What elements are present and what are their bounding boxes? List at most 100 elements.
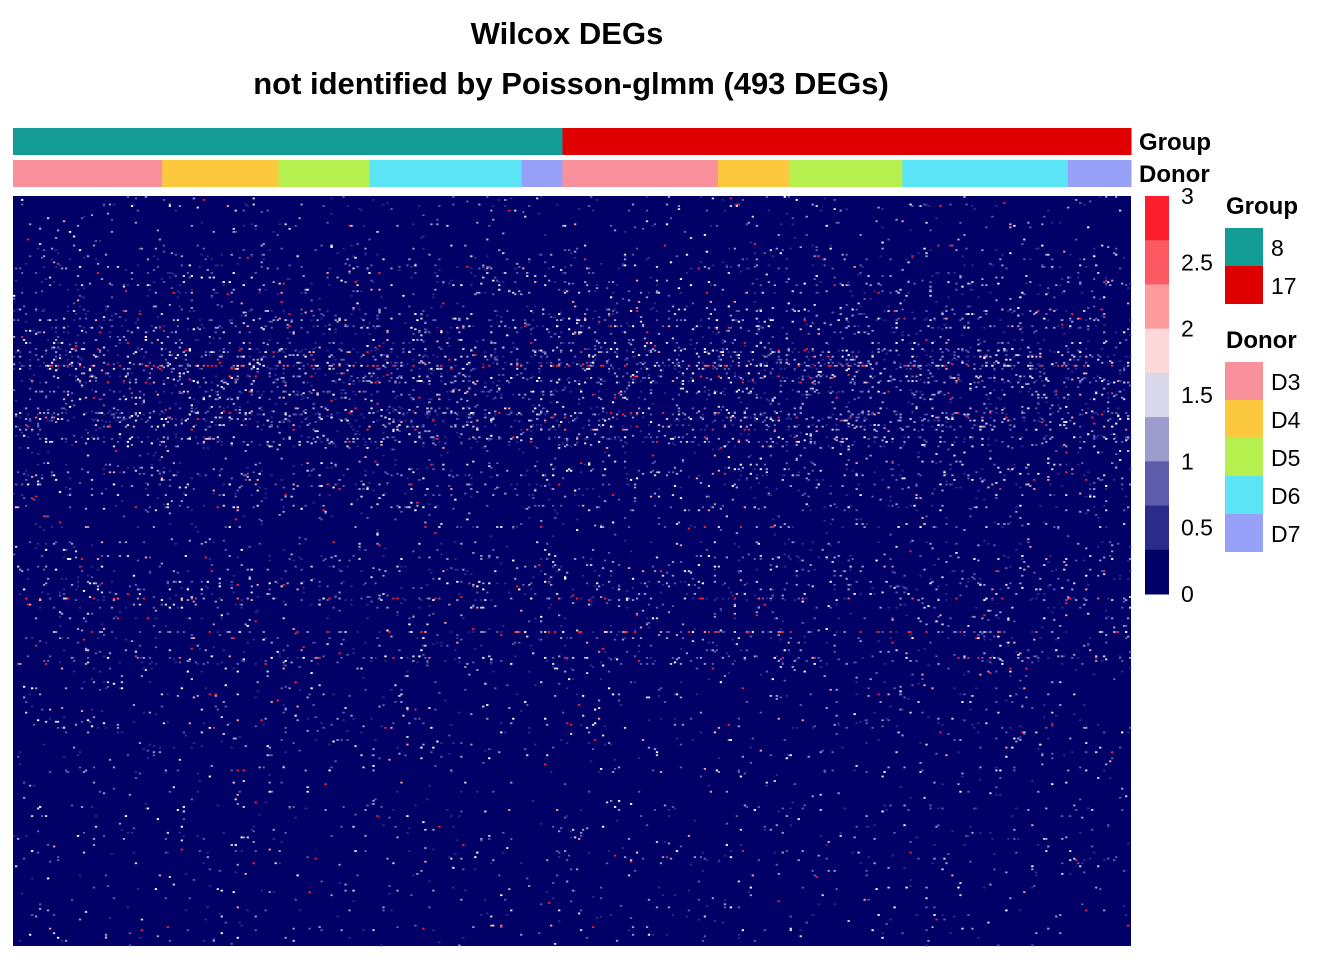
heatmap-cell [150,442,154,445]
heatmap-cell [54,421,58,423]
heatmap-cell [965,349,968,352]
heatmap-cell [755,393,758,396]
heatmap-cell [218,424,221,427]
heatmap-cell [318,346,321,349]
heatmap-cell [148,377,152,379]
heatmap-cell [1085,372,1088,375]
heatmap-cell [983,425,986,428]
heatmap-cell [947,272,950,274]
heatmap-cell [903,440,906,443]
heatmap-cell [210,364,213,367]
heatmap-cell [615,375,619,378]
heatmap-cell [294,224,297,227]
heatmap-cell [54,331,58,334]
heatmap-cell [112,413,116,416]
heatmap-cell [72,404,76,407]
heatmap-cell [530,440,533,443]
heatmap-cell [208,407,211,410]
heatmap-cell [218,416,221,419]
heatmap-cell [80,384,84,387]
heatmap-cell [352,440,355,443]
heatmap-cell [68,405,72,408]
heatmap-cell [803,349,806,352]
heatmap-cell [1029,226,1032,229]
heatmap-cell [1065,421,1068,423]
heatmap-cell [310,442,313,445]
heatmap-cell [64,440,68,443]
heatmap-cell [402,412,405,414]
heatmap-cell [176,445,180,448]
heatmap-cell [703,386,707,388]
heatmap-cell [937,364,940,367]
heatmap-cell [721,354,725,357]
heatmap-cell [82,348,86,350]
heatmap-cell [1021,405,1024,408]
heatmap-cell [506,334,509,337]
heatmap-cell [745,416,748,419]
heatmap-cell [452,390,455,393]
heatmap-cell [757,329,760,332]
heatmap-cell [556,401,559,404]
heatmap-cell [835,221,838,224]
heatmap-cell [1033,331,1036,334]
heatmap-cell [617,367,621,370]
heatmap-cell [296,361,299,364]
heatmap-cell [1129,282,1132,285]
heatmap-cell [949,375,952,378]
heatmap-cell [100,326,104,329]
heatmap-cell [344,325,347,328]
heatmap-cell [1053,326,1056,329]
heatmap-cell [174,436,178,439]
heatmap-cell [845,326,848,329]
heatmap-cell [248,361,251,364]
heatmap-cell [933,380,936,382]
heatmap-cell [751,351,754,353]
heatmap-cell [490,340,493,343]
heatmap-cell [248,342,251,344]
heatmap-cell [793,348,796,350]
heatmap-cell [330,364,333,367]
heatmap-cell [472,412,475,414]
heatmap-cell [188,276,191,279]
heatmap-cell [727,440,731,443]
heatmap-cell [623,364,627,367]
heatmap-cell [841,440,844,443]
heatmap-cell [84,412,88,414]
heatmap-cell [607,437,611,440]
heatmap-cell [306,462,309,465]
heatmap-cell [260,211,263,214]
heatmap-cell [745,439,748,442]
heatmap-cell [496,361,499,364]
heatmap-cell [919,416,922,419]
heatmap-cell [935,300,938,303]
heatmap-cell [482,366,485,369]
heatmap-cell [354,433,357,436]
heatmap-cell [989,410,992,413]
heatmap-cell [434,272,437,274]
heatmap-cell [434,443,437,446]
heatmap-cell [935,428,938,431]
heatmap-cell [370,288,373,291]
heatmap-cell [897,354,900,357]
heatmap-cell [969,346,972,349]
heatmap-cell [1075,238,1078,241]
heatmap-cell [384,307,387,309]
heatmap-cell [358,425,361,428]
heatmap-cell [322,332,325,335]
heatmap-cell [715,390,719,393]
heatmap-cell [747,380,750,382]
heatmap-cell [13,389,16,392]
heatmap-cell [1035,390,1038,393]
heatmap-cell [1119,360,1122,363]
heatmap-cell [532,349,535,352]
heatmap-cell [805,364,808,367]
heatmap-cell [613,325,617,328]
heatmap-cell [1057,351,1060,353]
heatmap-cell [242,249,245,252]
heatmap-cell [276,378,279,381]
heatmap-cell [350,294,353,297]
heatmap-cell [1059,319,1062,322]
heatmap-cell [148,416,152,419]
heatmap-cell [34,308,38,311]
heatmap-cell [695,364,699,367]
